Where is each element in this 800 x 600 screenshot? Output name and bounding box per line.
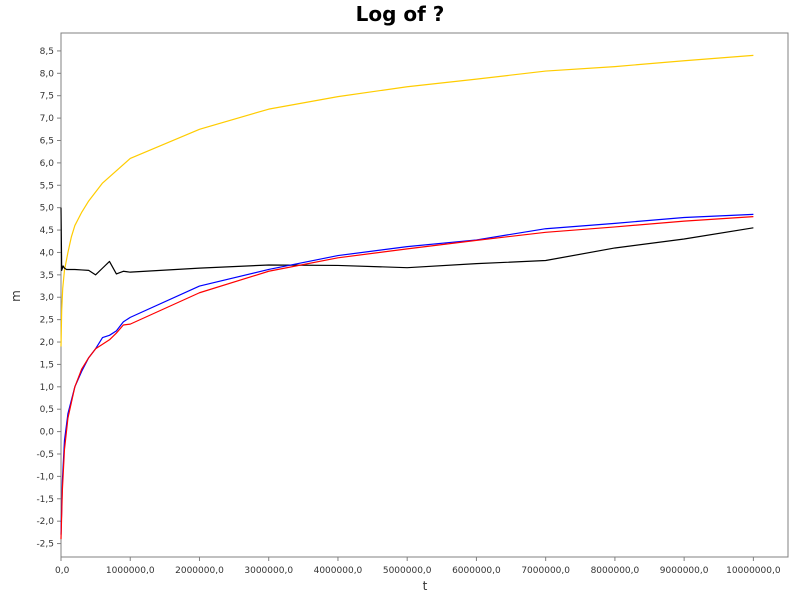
chart-title: Log of ? — [355, 2, 445, 26]
x-tick-label: 1000000,0 — [106, 566, 155, 576]
y-tick-label: 1,5 — [40, 360, 54, 370]
y-tick-label: 4,5 — [40, 226, 54, 236]
series-line-2 — [60, 207, 754, 276]
y-tick-label: 7,0 — [40, 114, 55, 124]
y-tick-label: 8,5 — [40, 47, 54, 57]
plot-area-border — [60, 32, 789, 558]
y-axis-title: m — [9, 290, 23, 302]
y-tick-label: 6,5 — [40, 136, 54, 146]
y-tick-label: 0,5 — [40, 405, 54, 415]
y-tick-label: 7,5 — [40, 92, 54, 102]
series-line-1 — [60, 54, 754, 347]
y-tick-label: 5,0 — [40, 204, 55, 214]
y-tick-label: -2,0 — [36, 517, 54, 527]
y-tick-label: 2,5 — [40, 316, 54, 326]
x-tick-label: 3000000,0 — [244, 566, 293, 576]
x-tick-label: 5000000,0 — [383, 566, 432, 576]
x-axis: 0,0 1000000,0 2000000,0 3000000,0 4000000,0 5… — [55, 557, 781, 576]
x-tick-label: 6000000,0 — [452, 566, 501, 576]
x-tick-label: 8000000,0 — [591, 566, 640, 576]
y-tick-label: -1,0 — [36, 472, 54, 482]
y-tick-label: 8,0 — [40, 69, 55, 79]
x-tick-label: 9000000,0 — [660, 566, 709, 576]
y-tick-label: 3,5 — [40, 271, 54, 281]
x-tick-label: 0,0 — [55, 566, 70, 576]
series-line-3 — [60, 213, 754, 535]
y-tick-label: 0,0 — [40, 428, 55, 438]
y-tick-label: 4,0 — [40, 248, 55, 258]
series-line-4 — [60, 216, 754, 540]
y-tick-label: 5,5 — [40, 181, 54, 191]
y-tick-label: -0,5 — [36, 450, 54, 460]
x-tick-label: 4000000,0 — [314, 566, 363, 576]
x-tick-label: 7000000,0 — [521, 566, 570, 576]
y-tick-label: -1,5 — [36, 495, 54, 505]
y-axis: -2,5 -2,0 -1,5 -1,0 -0,5 0,0 0,5 1,0 1,5 2,0 2,5 3,… — [36, 47, 61, 550]
y-tick-label: 1,0 — [40, 383, 55, 393]
x-tick-label: 2000000,0 — [175, 566, 224, 576]
x-tick-label: 10000000,0 — [726, 566, 781, 576]
x-axis-title: t — [423, 579, 428, 593]
y-tick-label: 2,0 — [40, 338, 55, 348]
series-group — [60, 54, 754, 540]
y-tick-label: -2,5 — [36, 540, 54, 550]
y-tick-label: 6,0 — [40, 159, 55, 169]
y-tick-label: 3,0 — [40, 293, 55, 303]
